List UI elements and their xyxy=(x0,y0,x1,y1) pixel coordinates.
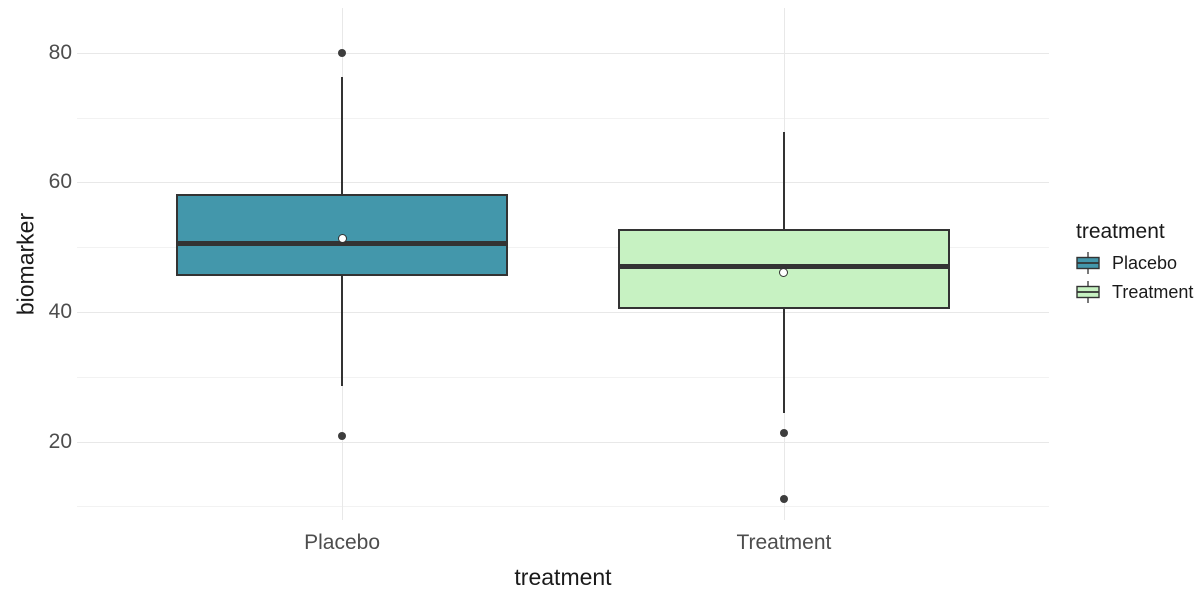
x-tick-label: Treatment xyxy=(736,531,832,554)
outlier-point xyxy=(338,48,347,57)
gridline-major-y xyxy=(77,52,1049,54)
x-tick-label: Placebo xyxy=(304,531,381,554)
mean-point xyxy=(337,234,347,244)
gridline-minor-y xyxy=(77,247,1049,249)
y-tick-label: 60 xyxy=(48,170,72,194)
legend-item-label: Placebo xyxy=(1112,252,1178,273)
boxplot-median-treatment xyxy=(618,264,950,269)
legend-title: treatment xyxy=(1076,220,1165,243)
gridline-major-y xyxy=(77,311,1049,313)
boxplot-box-placebo xyxy=(176,194,508,277)
legend-key-boxplot-icon xyxy=(1076,281,1100,303)
gridline-major-y xyxy=(77,441,1049,443)
y-tick-label: 20 xyxy=(48,429,72,453)
legend-item-treatment: Treatment xyxy=(1076,280,1193,304)
legend-item-label: Treatment xyxy=(1112,281,1194,302)
gridline-minor-y xyxy=(77,117,1049,119)
legend-item-list: Placebo Treatment xyxy=(1076,251,1193,304)
y-tick-label: 80 xyxy=(48,40,72,64)
outlier-point xyxy=(779,495,788,504)
y-tick-label: 40 xyxy=(48,299,72,323)
outlier-point xyxy=(779,428,788,437)
legend-key-boxplot-icon xyxy=(1076,252,1100,274)
legend: treatment Placebo Treatment xyxy=(1076,220,1193,309)
plot-panel xyxy=(77,8,1049,520)
gridline-major-y xyxy=(77,182,1049,184)
legend-item-placebo: Placebo xyxy=(1076,251,1193,275)
y-axis-title: biomarker xyxy=(12,212,39,316)
x-axis-title: treatment xyxy=(514,564,612,590)
boxplot-median-placebo xyxy=(176,241,508,246)
gridline-minor-y xyxy=(77,506,1049,508)
mean-point xyxy=(779,267,789,277)
outlier-point xyxy=(338,432,347,441)
gridline-minor-y xyxy=(77,376,1049,378)
